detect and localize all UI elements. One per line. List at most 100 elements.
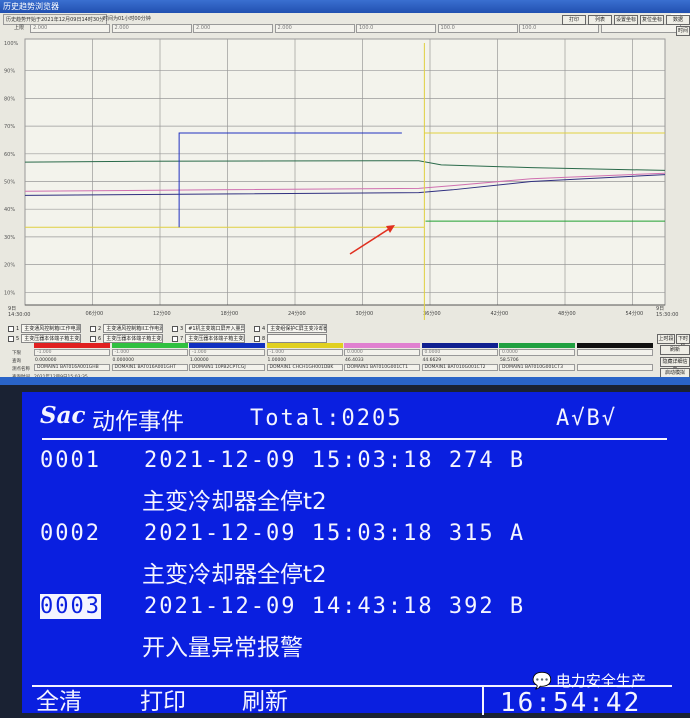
lower-limit-field[interactable]: 0.0000 bbox=[499, 349, 575, 356]
lcd-clock: 16:54:42 bbox=[500, 688, 642, 718]
x-start-label: 14:30:00 bbox=[8, 312, 30, 318]
y-tick-label: 90% bbox=[4, 69, 15, 75]
point-name: DOMAIN1 BAT016A001GHB bbox=[34, 364, 110, 371]
legend-checkbox[interactable] bbox=[254, 335, 260, 342]
side-button[interactable]: 刷新 bbox=[660, 345, 690, 355]
event-number[interactable]: 0002 bbox=[40, 521, 101, 546]
x-tick-label: 06分00 bbox=[86, 310, 104, 317]
legend-checkbox[interactable] bbox=[90, 325, 96, 332]
x-tick-label: 24分00 bbox=[288, 310, 306, 317]
x-tick-label: 12分00 bbox=[153, 310, 171, 317]
legend-checkbox[interactable] bbox=[8, 335, 14, 342]
point-name: DOMAIN1 BAT010G001CT3 bbox=[499, 364, 575, 371]
legend-item[interactable]: 7 主变压器本体端子箱主变压 bbox=[172, 334, 246, 343]
y-tick-label: 30% bbox=[4, 235, 15, 241]
query-value: 46.4033 bbox=[345, 358, 364, 363]
event-total: Total:0205 bbox=[250, 406, 403, 431]
legend-checkbox[interactable] bbox=[90, 335, 96, 342]
x-tick-label: 54分00 bbox=[626, 310, 644, 317]
x-end-label: 15:30:00 bbox=[656, 312, 678, 318]
legend-label bbox=[267, 334, 328, 343]
series-line-4 bbox=[25, 43, 665, 320]
legend-checkbox[interactable] bbox=[172, 335, 178, 342]
menu-refresh[interactable]: 刷新 bbox=[242, 689, 288, 715]
legend-label: 主变压器本体端子箱主变压 bbox=[103, 334, 164, 343]
upper-limit-field[interactable]: 100.0 bbox=[356, 24, 436, 33]
upper-label: 上限 bbox=[14, 25, 25, 31]
lower-limit-field[interactable]: -1.000 bbox=[111, 349, 188, 356]
legend-checkbox[interactable] bbox=[172, 325, 178, 332]
event-description: 开入量异常报警 bbox=[142, 635, 303, 661]
event-number[interactable]: 0001 bbox=[40, 448, 101, 473]
legend-number: 6 bbox=[98, 335, 102, 342]
window-title: 历史趋势浏览器 bbox=[0, 0, 690, 13]
wechat-icon: 💬 bbox=[532, 671, 552, 690]
upper-limit-field[interactable]: 100.0 bbox=[437, 24, 518, 33]
upper-limit-field[interactable]: 2.000 bbox=[111, 24, 192, 33]
legend-label: 主变压器本体端子箱主变压 bbox=[185, 334, 246, 343]
query-value: 58.5706 bbox=[500, 358, 519, 363]
event-timestamp: 2021-12-09 15:03:18 315 A bbox=[144, 521, 526, 546]
upper-limit-field[interactable]: 2.000 bbox=[30, 24, 110, 33]
side-button[interactable]: 下时段 bbox=[676, 334, 690, 350]
point-name: DOMAIN1 BAT010G001CT1 bbox=[344, 364, 420, 371]
legend-item[interactable]: 8 bbox=[254, 334, 328, 343]
upper-limit-field[interactable]: 2.000 bbox=[274, 24, 355, 33]
y-tick-label: 40% bbox=[4, 207, 15, 213]
legend-label: 主变组保护C屏主变冷却器 bbox=[267, 324, 328, 333]
legend-checkbox[interactable] bbox=[8, 325, 14, 332]
legend-item[interactable]: 6 主变压器本体端子箱主变压 bbox=[90, 334, 164, 343]
channel-status: A√B√ bbox=[556, 406, 617, 431]
color-bar bbox=[34, 343, 110, 348]
x-tick-label: 42分00 bbox=[491, 310, 509, 317]
series-line-5 bbox=[178, 132, 402, 228]
toolbar-button[interactable]: 打印 bbox=[562, 15, 586, 25]
legend-item[interactable]: 3 #1机主变端口屏开入量异常 bbox=[172, 324, 246, 333]
x-start-label: 9日 bbox=[8, 306, 16, 312]
x-tick-label: 36分00 bbox=[423, 310, 441, 317]
event-number[interactable]: 0003 bbox=[40, 594, 101, 619]
toolbar-button[interactable]: 列表 bbox=[588, 15, 612, 25]
legend-item[interactable]: 4 主变组保护C屏主变冷却器 bbox=[254, 324, 328, 333]
lower-limit-field[interactable]: -1.000 bbox=[189, 349, 265, 356]
clock-divider bbox=[482, 685, 484, 715]
plot-area bbox=[24, 38, 666, 306]
menu-clear-all[interactable]: 全清 bbox=[36, 689, 82, 715]
y-tick-label: 50% bbox=[4, 180, 15, 186]
legend-checkbox[interactable] bbox=[254, 325, 260, 332]
taskbar bbox=[0, 377, 690, 385]
lower-limit-field[interactable]: -1.000 bbox=[266, 349, 343, 356]
upper-limit-field[interactable] bbox=[600, 24, 681, 33]
lower-limit-field[interactable]: 0.0000 bbox=[344, 349, 420, 356]
legend-item[interactable]: 1 主变通风控制箱I工作电源故 bbox=[8, 324, 82, 333]
menu-print[interactable]: 打印 bbox=[140, 689, 186, 715]
legend-label: #1机主变端口屏开入量异常 bbox=[185, 324, 246, 333]
x-end-label: 9日 bbox=[656, 306, 664, 312]
toolbar-button[interactable]: 数据 bbox=[666, 15, 690, 25]
side-button[interactable]: 上时段 bbox=[657, 334, 675, 344]
toolbar-button[interactable]: 复位坐标 bbox=[640, 15, 664, 25]
lower-limit-field[interactable] bbox=[576, 349, 653, 356]
color-bar bbox=[344, 343, 420, 348]
y-tick-label: 80% bbox=[4, 96, 15, 102]
legend-item[interactable]: 2 主变通风控制箱II工作电源故 bbox=[90, 324, 164, 333]
query-value: 44.6629 bbox=[422, 358, 442, 363]
watermark: 💬 电力安全生产 bbox=[532, 670, 646, 691]
toolbar-button[interactable]: 设置坐标 bbox=[614, 15, 638, 25]
red-arrow-head bbox=[386, 225, 395, 233]
x-tick-label: 48分00 bbox=[558, 310, 576, 317]
upper-limit-field[interactable]: 100.0 bbox=[519, 24, 599, 33]
color-bar bbox=[189, 343, 265, 348]
y-tick-label: 10% bbox=[4, 290, 15, 296]
legend-item[interactable]: 5 主变压器本体端子箱主变压 bbox=[8, 334, 82, 343]
legend-number: 2 bbox=[98, 325, 102, 332]
legend-label: 主变通风控制箱I工作电源故 bbox=[21, 324, 82, 333]
side-button[interactable]: 隐藏详细信息 bbox=[660, 357, 690, 373]
lower-limit-field[interactable]: 0.0000 bbox=[421, 349, 498, 356]
duration-info: 时间为01小时00分钟 bbox=[103, 16, 151, 22]
series-line-3 bbox=[24, 174, 666, 196]
upper-limit-field[interactable]: 2.000 bbox=[193, 24, 273, 33]
lower-limit-field[interactable]: -1.000 bbox=[34, 349, 110, 356]
legend-label: 主变压器本体端子箱主变压 bbox=[21, 334, 82, 343]
legend-number: 4 bbox=[262, 325, 266, 332]
